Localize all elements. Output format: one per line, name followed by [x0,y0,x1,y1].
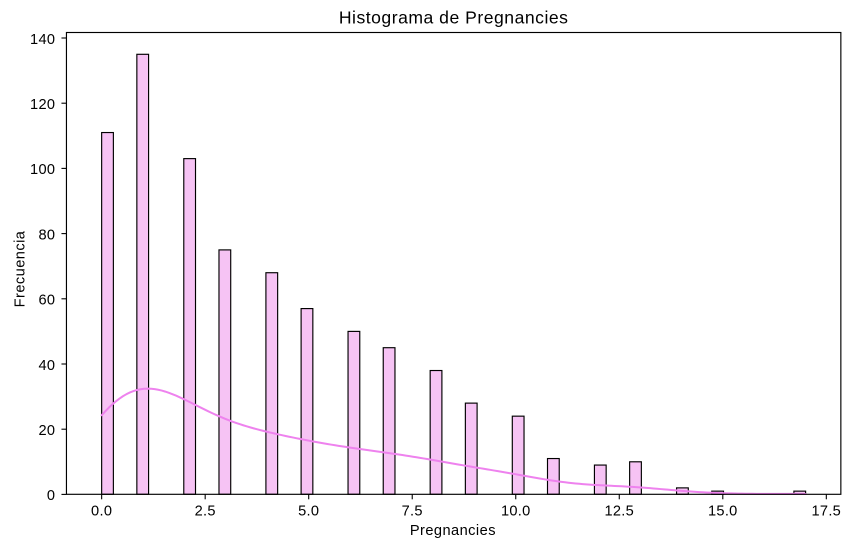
svg-text:120: 120 [30,97,55,113]
svg-text:12.5: 12.5 [604,503,634,519]
svg-text:10.0: 10.0 [501,503,531,519]
svg-text:17.5: 17.5 [812,503,842,519]
svg-text:2.5: 2.5 [195,503,216,519]
svg-text:60: 60 [38,293,55,309]
svg-text:140: 140 [30,32,55,48]
svg-text:7.5: 7.5 [402,503,423,519]
svg-text:40: 40 [38,358,55,374]
svg-text:Histograma de Pregnancies: Histograma de Pregnancies [339,7,569,27]
svg-text:5.0: 5.0 [298,503,319,519]
svg-text:Pregnancies: Pregnancies [410,523,496,539]
svg-text:100: 100 [30,162,55,178]
svg-text:80: 80 [38,227,55,243]
svg-text:0: 0 [47,488,55,504]
svg-text:0.0: 0.0 [91,503,112,519]
svg-text:Frecuencia: Frecuencia [12,230,28,307]
svg-text:20: 20 [38,423,55,439]
svg-text:15.0: 15.0 [708,503,738,519]
